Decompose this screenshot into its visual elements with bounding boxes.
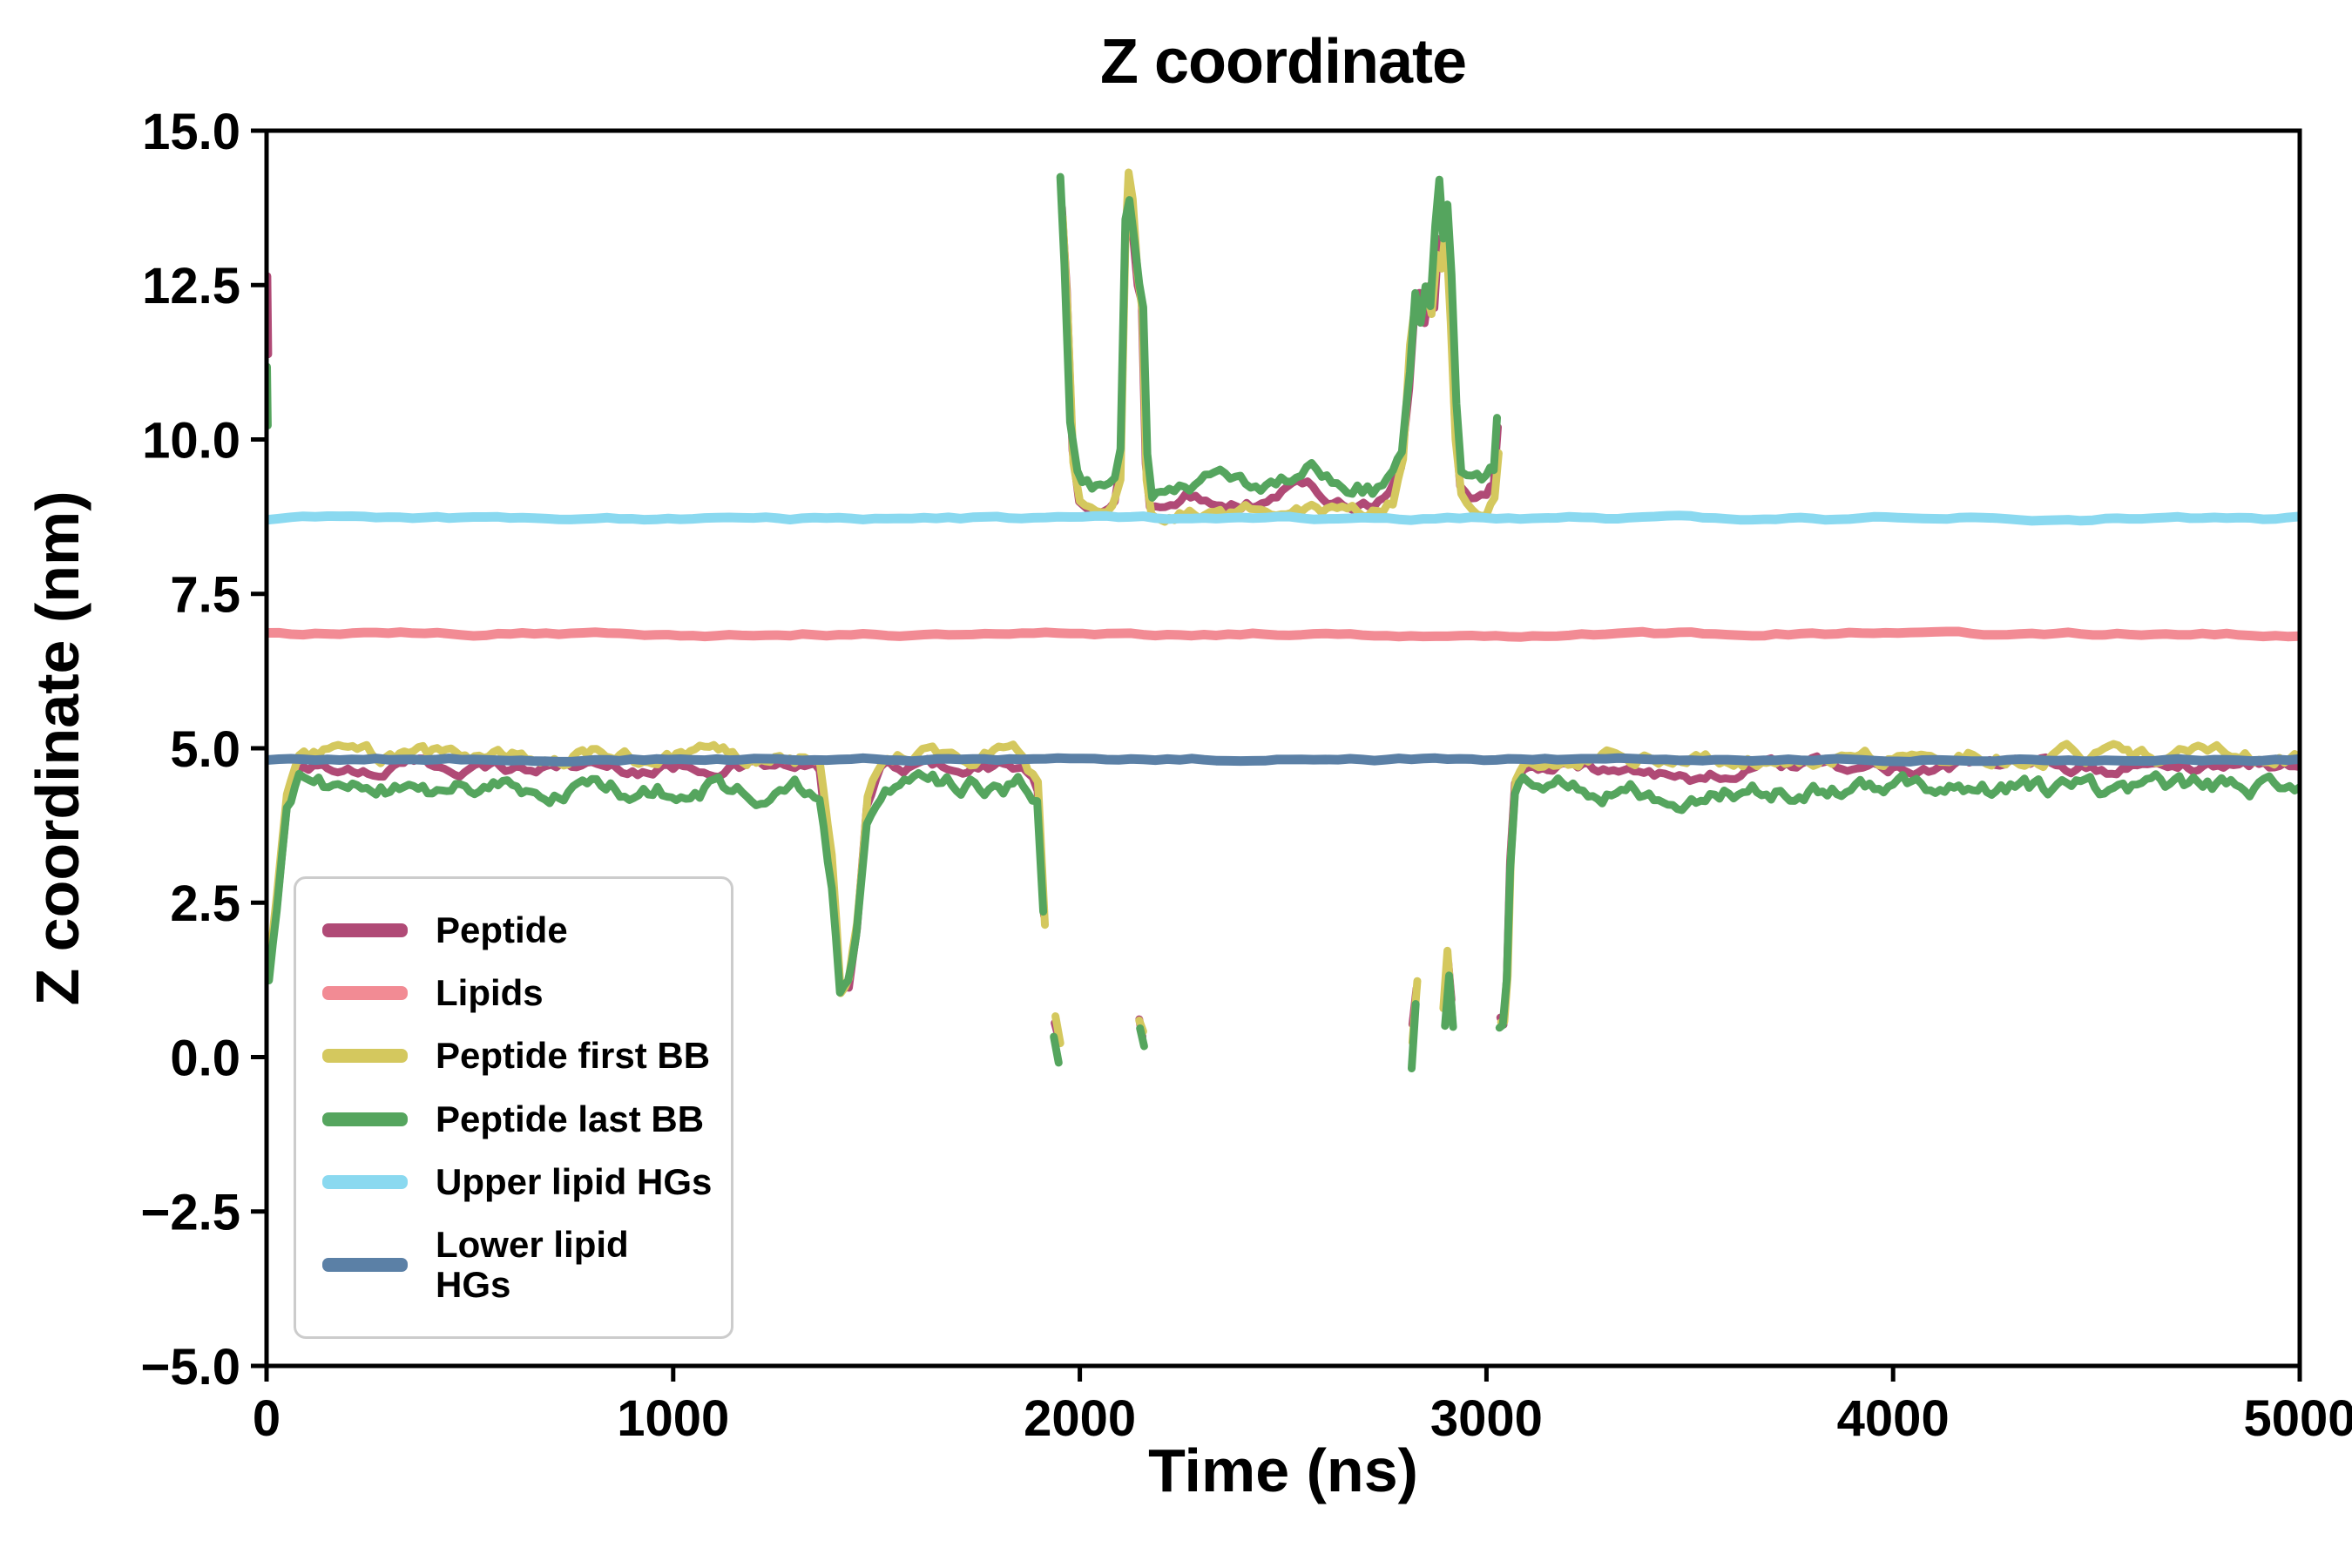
legend-label: Peptide	[436, 909, 568, 950]
legend-item-peptide-last-bb: Peptide last BB	[296, 1098, 713, 1139]
legend: Peptide Lipids Peptide first BB Peptide las…	[294, 876, 733, 1340]
y-tick-label-3: 2.5	[170, 875, 240, 932]
y-tick-label-7: 12.5	[142, 258, 240, 314]
chart-title: Z coordinate	[1099, 27, 1467, 97]
legend-label: Peptide last BB	[436, 1098, 705, 1139]
legend-swatch-lower-lipid-hgs	[322, 1258, 408, 1273]
legend-label: Peptide first BB	[436, 1035, 711, 1077]
y-tick-label-4: 5.0	[170, 721, 240, 778]
legend-swatch-upper-lipid-hgs	[322, 1174, 408, 1189]
legend-swatch-peptide	[322, 923, 408, 938]
y-tick-label-2: 0.0	[170, 1030, 240, 1086]
legend-swatch-peptide-last-bb	[322, 1112, 408, 1126]
series-line-lower-lipid-hgs	[267, 753, 2300, 767]
x-tick-label-5: 5000	[2243, 1390, 2352, 1447]
x-tick-label-0: 0	[253, 1390, 280, 1447]
y-tick-label-5: 7.5	[170, 567, 240, 624]
series-line-upper-lipid-hgs	[267, 510, 2300, 526]
legend-item-lower-lipid-hgs: Lower lipid HGs	[296, 1223, 713, 1306]
y-tick-label-6: 10.0	[142, 412, 240, 469]
x-tick-label-1: 1000	[617, 1390, 729, 1447]
x-tick-label-3: 3000	[1430, 1390, 1543, 1447]
series-line-lipids	[267, 626, 2300, 642]
axes-spines	[264, 128, 2302, 1369]
y-axis-label: Z coordinate (nm)	[24, 490, 91, 1006]
legend-label: Upper lipid HGs	[436, 1160, 713, 1202]
legend-item-peptide-first-bb: Peptide first BB	[296, 1036, 713, 1076]
y-tick-label-0: −5.0	[141, 1339, 241, 1396]
legend-item-lipids: Lipids	[296, 972, 713, 1014]
x-tick-label-4: 4000	[1837, 1390, 1950, 1447]
legend-label: Lipids	[436, 972, 544, 1014]
legend-swatch-peptide-first-bb	[322, 1049, 408, 1064]
legend-item-upper-lipid-hgs: Upper lipid HGs	[296, 1160, 713, 1202]
x-axis-label: Time (ns)	[1148, 1436, 1418, 1504]
legend-swatch-lipids	[322, 986, 408, 1001]
series-line-peptide-last-bb	[267, 172, 2300, 1072]
x-tick-label-2: 2000	[1024, 1390, 1136, 1447]
legend-item-peptide: Peptide	[296, 909, 713, 950]
legend-label: Lower lipid HGs	[436, 1223, 629, 1306]
y-tick-label-8: 15.0	[142, 104, 240, 160]
y-tick-label-1: −2.5	[141, 1185, 241, 1241]
